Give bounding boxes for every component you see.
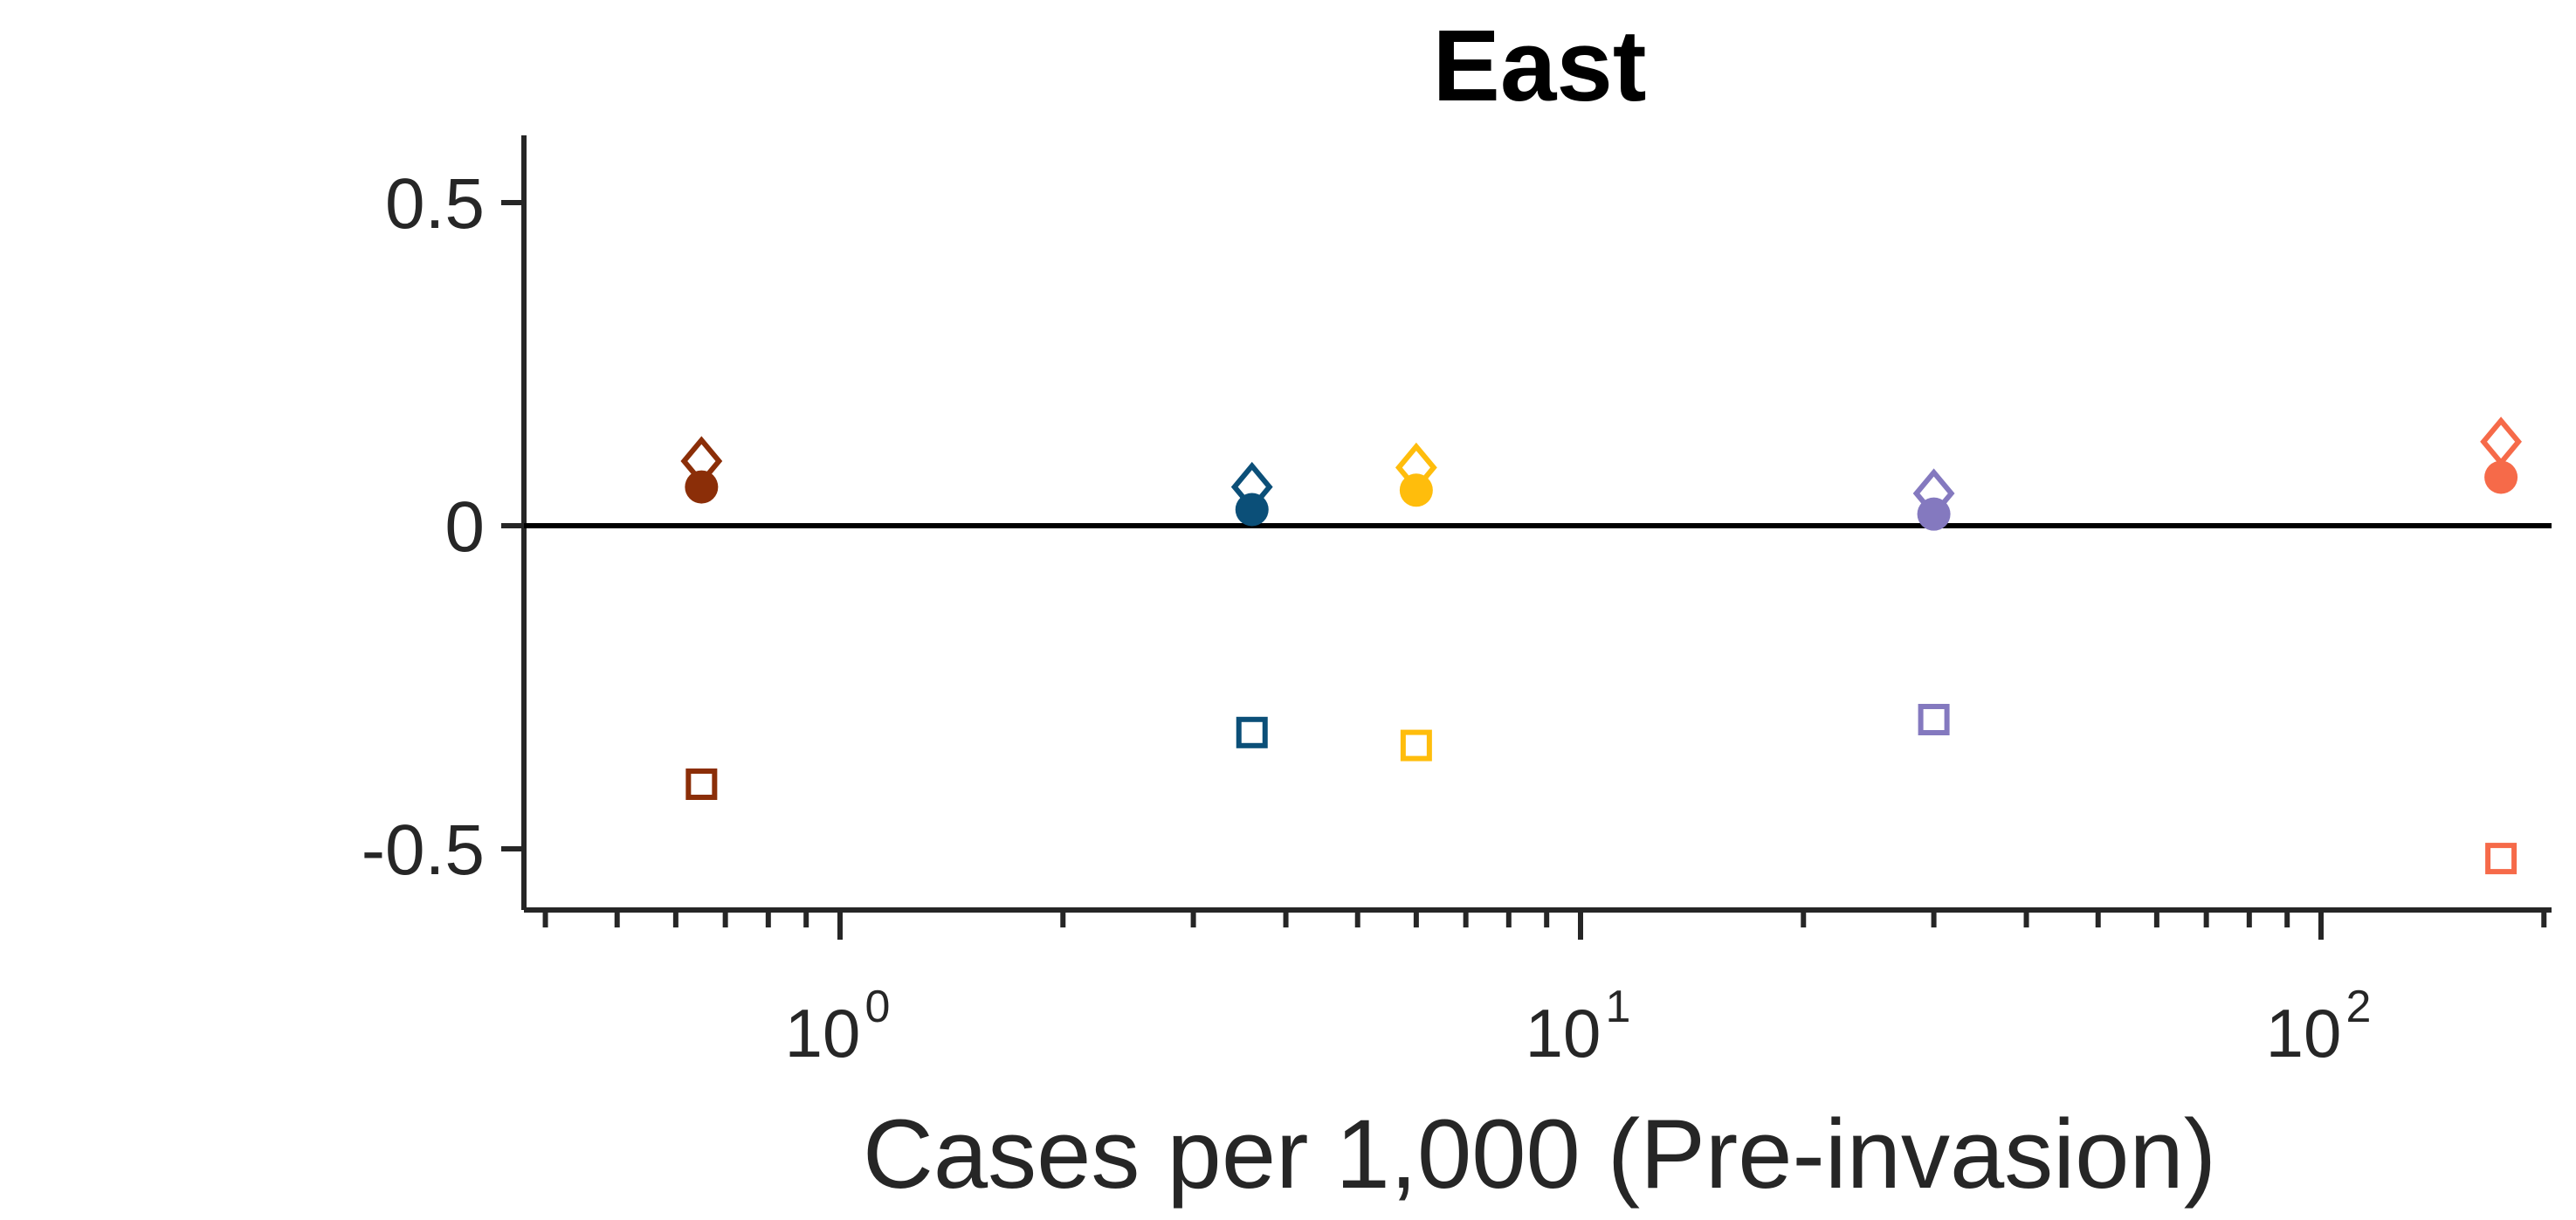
circle-marker [685, 470, 719, 504]
circle-marker [1399, 473, 1433, 507]
y-tick-label: 0 [444, 487, 485, 567]
chart-title: East [1432, 9, 1646, 122]
data-points [680, 417, 2523, 875]
circle-marker [1235, 493, 1269, 527]
x-tick-label: 10 [2266, 995, 2342, 1072]
x-tick-label: 10 [1526, 995, 1601, 1072]
square-marker [1236, 716, 1268, 748]
x-axis-label: Cases per 1,000 (Pre-invasion) [863, 1099, 2216, 1209]
y-tick-label: -0.5 [362, 810, 485, 890]
circle-marker [1917, 497, 1951, 531]
circle-marker [2484, 460, 2518, 494]
square-marker [685, 769, 718, 800]
x-tick-label-exponent: 0 [865, 982, 891, 1032]
square-marker [2485, 843, 2517, 875]
square-marker [1918, 704, 1950, 735]
axes: 0.50-0.510 0 10 1 10 2 [362, 135, 2552, 1072]
x-tick-label: 10 [785, 995, 861, 1072]
x-tick-label-exponent: 1 [1606, 982, 1631, 1032]
y-tick-label: 0.5 [385, 164, 485, 244]
diamond-marker [2480, 417, 2523, 467]
x-tick-label-exponent: 2 [2346, 982, 2372, 1032]
square-marker [1400, 729, 1432, 762]
